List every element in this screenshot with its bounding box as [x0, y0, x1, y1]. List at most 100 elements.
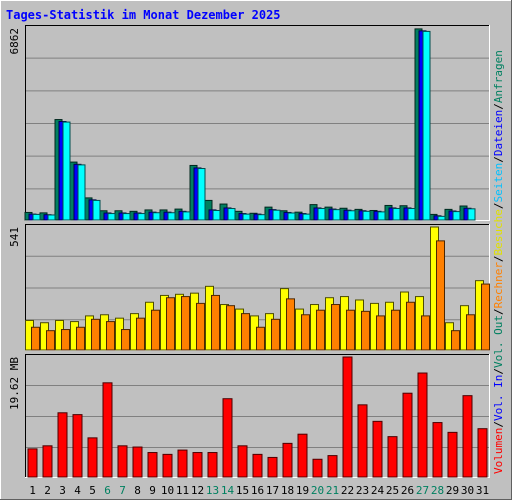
legend-entry-dateien: Dateien [492, 110, 505, 156]
bar-volumen-day-31 [477, 428, 488, 478]
bar-volumen-day-11 [177, 449, 188, 478]
chart-title: Tages-Statistik im Monat Dezember 2025 [6, 8, 281, 22]
x-tick-label: 20 [311, 484, 324, 497]
bar-seiten-day-25 [392, 208, 401, 221]
x-tick-label: 12 [191, 484, 204, 497]
bar-volumen-day-20 [312, 458, 323, 478]
legend-separator: / [492, 156, 505, 163]
bar-rechner-day-31 [481, 283, 490, 351]
bar-volumen-day-10 [162, 453, 173, 478]
chart-panels: 6862 541 19.62 MB [8, 25, 490, 478]
legend-entry-rechner: Rechner [492, 262, 505, 309]
x-tick-label: 23 [356, 484, 369, 497]
bar-volumen-day-12 [192, 452, 203, 478]
bar-seiten-day-22 [347, 210, 356, 221]
bar-rechner-day-25 [391, 309, 400, 351]
bar-rechner-day-14 [226, 305, 235, 351]
bar-volumen-day-16 [252, 453, 263, 478]
bar-seiten-day-26 [407, 208, 416, 221]
bar-rechner-day-4 [76, 326, 85, 351]
x-tick-label: 14 [221, 484, 235, 497]
x-tick-label: 15 [236, 484, 249, 497]
bar-rechner-day-9 [151, 309, 160, 351]
bar-rechner-day-10 [166, 297, 175, 351]
x-tick-label: 26 [401, 484, 414, 497]
panel-max-label-volume: 19.62 MB [8, 357, 21, 410]
bar-volumen-day-7 [117, 445, 128, 478]
right-legend: Volumen/Vol. In/Vol. Out/Rechner/Besuche… [492, 50, 505, 474]
legend-entry-vol-out: Vol. Out [492, 315, 505, 368]
bar-volumen-day-14 [222, 398, 233, 478]
bar-volumen-day-25 [387, 436, 398, 478]
bar-seiten-day-17 [272, 209, 281, 221]
x-tick-label: 16 [251, 484, 264, 497]
bar-rechner-day-21 [331, 304, 340, 351]
bar-seiten-day-5 [92, 199, 101, 221]
x-tick-label: 28 [431, 484, 444, 497]
bar-seiten-day-30 [467, 208, 476, 221]
bar-volumen-day-6 [102, 382, 113, 478]
legend-separator: / [492, 202, 505, 209]
bar-volumen-day-15 [237, 445, 248, 478]
legend-entry-volumen: Volumen [492, 428, 505, 474]
bar-rechner-day-23 [361, 310, 370, 351]
bar-seiten-day-20 [317, 208, 326, 221]
bar-volumen-day-3 [57, 412, 68, 478]
bar-rechner-day-8 [136, 317, 145, 351]
bar-volumen-day-28 [432, 422, 443, 478]
bar-seiten-day-29 [452, 211, 461, 221]
bar-seiten-day-6 [107, 213, 116, 221]
bar-volumen-day-18 [282, 442, 293, 478]
legend-entry-besuche: Besuche [492, 209, 505, 255]
bar-rechner-day-15 [241, 313, 250, 351]
bar-rechner-day-1 [31, 326, 40, 351]
bar-seiten-day-23 [362, 210, 371, 221]
bar-rechner-day-28 [436, 240, 445, 351]
bar-rechner-day-7 [121, 329, 130, 351]
x-tick-label: 6 [104, 484, 111, 497]
x-tick-label: 8 [134, 484, 141, 497]
bar-volumen-day-23 [357, 404, 368, 478]
x-tick-label: 5 [89, 484, 96, 497]
bar-rechner-day-20 [316, 309, 325, 351]
bar-volumen-day-27 [417, 372, 428, 478]
bar-volumen-day-26 [402, 392, 413, 478]
bar-volumen-day-8 [132, 446, 143, 478]
x-axis-labels: 1 2 3 4 5 6 7 8 9 10 11 12 13 14 15 16 17 18 19 20 21 22 23 24 2… [29, 484, 489, 497]
x-tick-label: 11 [176, 484, 189, 497]
x-tick-label: 17 [266, 484, 279, 497]
bar-seiten-day-15 [242, 213, 251, 221]
bar-seiten-day-12 [197, 168, 206, 221]
bar-rechner-day-19 [301, 314, 310, 351]
x-tick-label: 27 [416, 484, 429, 497]
legend-separator: / [492, 103, 505, 110]
bar-seiten-day-13 [212, 209, 221, 221]
bar-volumen-day-30 [462, 395, 473, 478]
bar-rechner-day-13 [211, 294, 220, 351]
bar-seiten-day-14 [227, 208, 236, 221]
bar-seiten-day-11 [182, 211, 191, 221]
bar-rechner-day-24 [376, 315, 385, 351]
legend-separator: / [492, 368, 505, 375]
bar-rechner-day-11 [181, 296, 190, 351]
x-tick-label: 13 [206, 484, 219, 497]
bar-volumen-day-22 [342, 356, 353, 478]
panel-max-label-visits: 541 [8, 227, 21, 247]
x-tick-label: 24 [371, 484, 385, 497]
bar-rechner-day-26 [406, 301, 415, 351]
bar-seiten-day-7 [122, 213, 131, 221]
x-tick-label: 3 [59, 484, 66, 497]
x-tick-label: 18 [281, 484, 294, 497]
bar-seiten-day-19 [302, 213, 311, 221]
bar-seiten-day-10 [167, 212, 176, 221]
x-tick-label: 29 [446, 484, 459, 497]
bar-volumen-day-29 [447, 431, 458, 478]
x-tick-label: 22 [341, 484, 354, 497]
bar-seiten-day-16 [257, 214, 266, 221]
panel-max-label-hits: 6862 [8, 28, 21, 55]
bar-rechner-day-2 [46, 330, 55, 351]
bar-seiten-day-27 [422, 30, 431, 221]
bar-volumen-day-1 [27, 448, 38, 478]
bar-rechner-day-6 [106, 321, 115, 351]
